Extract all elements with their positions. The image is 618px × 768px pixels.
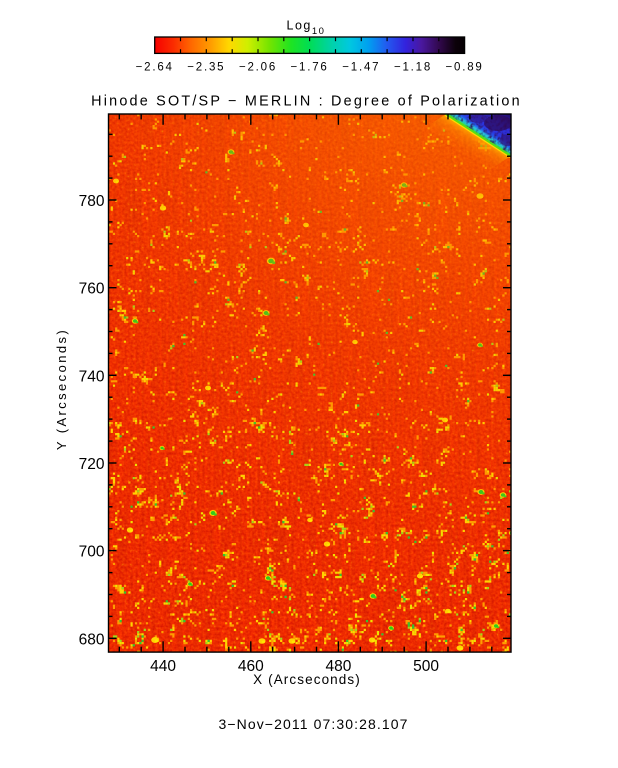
svg-text:−1.76: −1.76 bbox=[291, 62, 329, 74]
svg-text:460: 460 bbox=[238, 658, 264, 675]
svg-text:440: 440 bbox=[150, 658, 176, 675]
svg-text:720: 720 bbox=[79, 456, 105, 473]
svg-text:Hinode SOT/SP − MERLIN : Degre: Hinode SOT/SP − MERLIN : Degree of Polar… bbox=[91, 94, 522, 110]
svg-text:680: 680 bbox=[79, 631, 105, 648]
svg-text:480: 480 bbox=[325, 658, 351, 675]
svg-text:700: 700 bbox=[79, 544, 105, 561]
svg-text:−2.64: −2.64 bbox=[136, 62, 174, 74]
svg-text:740: 740 bbox=[79, 368, 105, 385]
svg-text:−1.18: −1.18 bbox=[394, 62, 432, 74]
svg-text:−2.06: −2.06 bbox=[239, 62, 277, 74]
svg-text:780: 780 bbox=[79, 193, 105, 210]
svg-text:Y (Arcseconds): Y (Arcseconds) bbox=[54, 328, 69, 450]
svg-text:−0.89: −0.89 bbox=[446, 62, 484, 74]
svg-text:X (Arcseconds): X (Arcseconds) bbox=[253, 672, 361, 687]
svg-text:760: 760 bbox=[79, 281, 105, 298]
svg-text:500: 500 bbox=[413, 658, 439, 675]
svg-text:3−Nov−2011 07:30:28.107: 3−Nov−2011 07:30:28.107 bbox=[218, 716, 408, 732]
svg-text:−2.35: −2.35 bbox=[187, 62, 225, 74]
svg-text:−1.47: −1.47 bbox=[342, 62, 380, 74]
